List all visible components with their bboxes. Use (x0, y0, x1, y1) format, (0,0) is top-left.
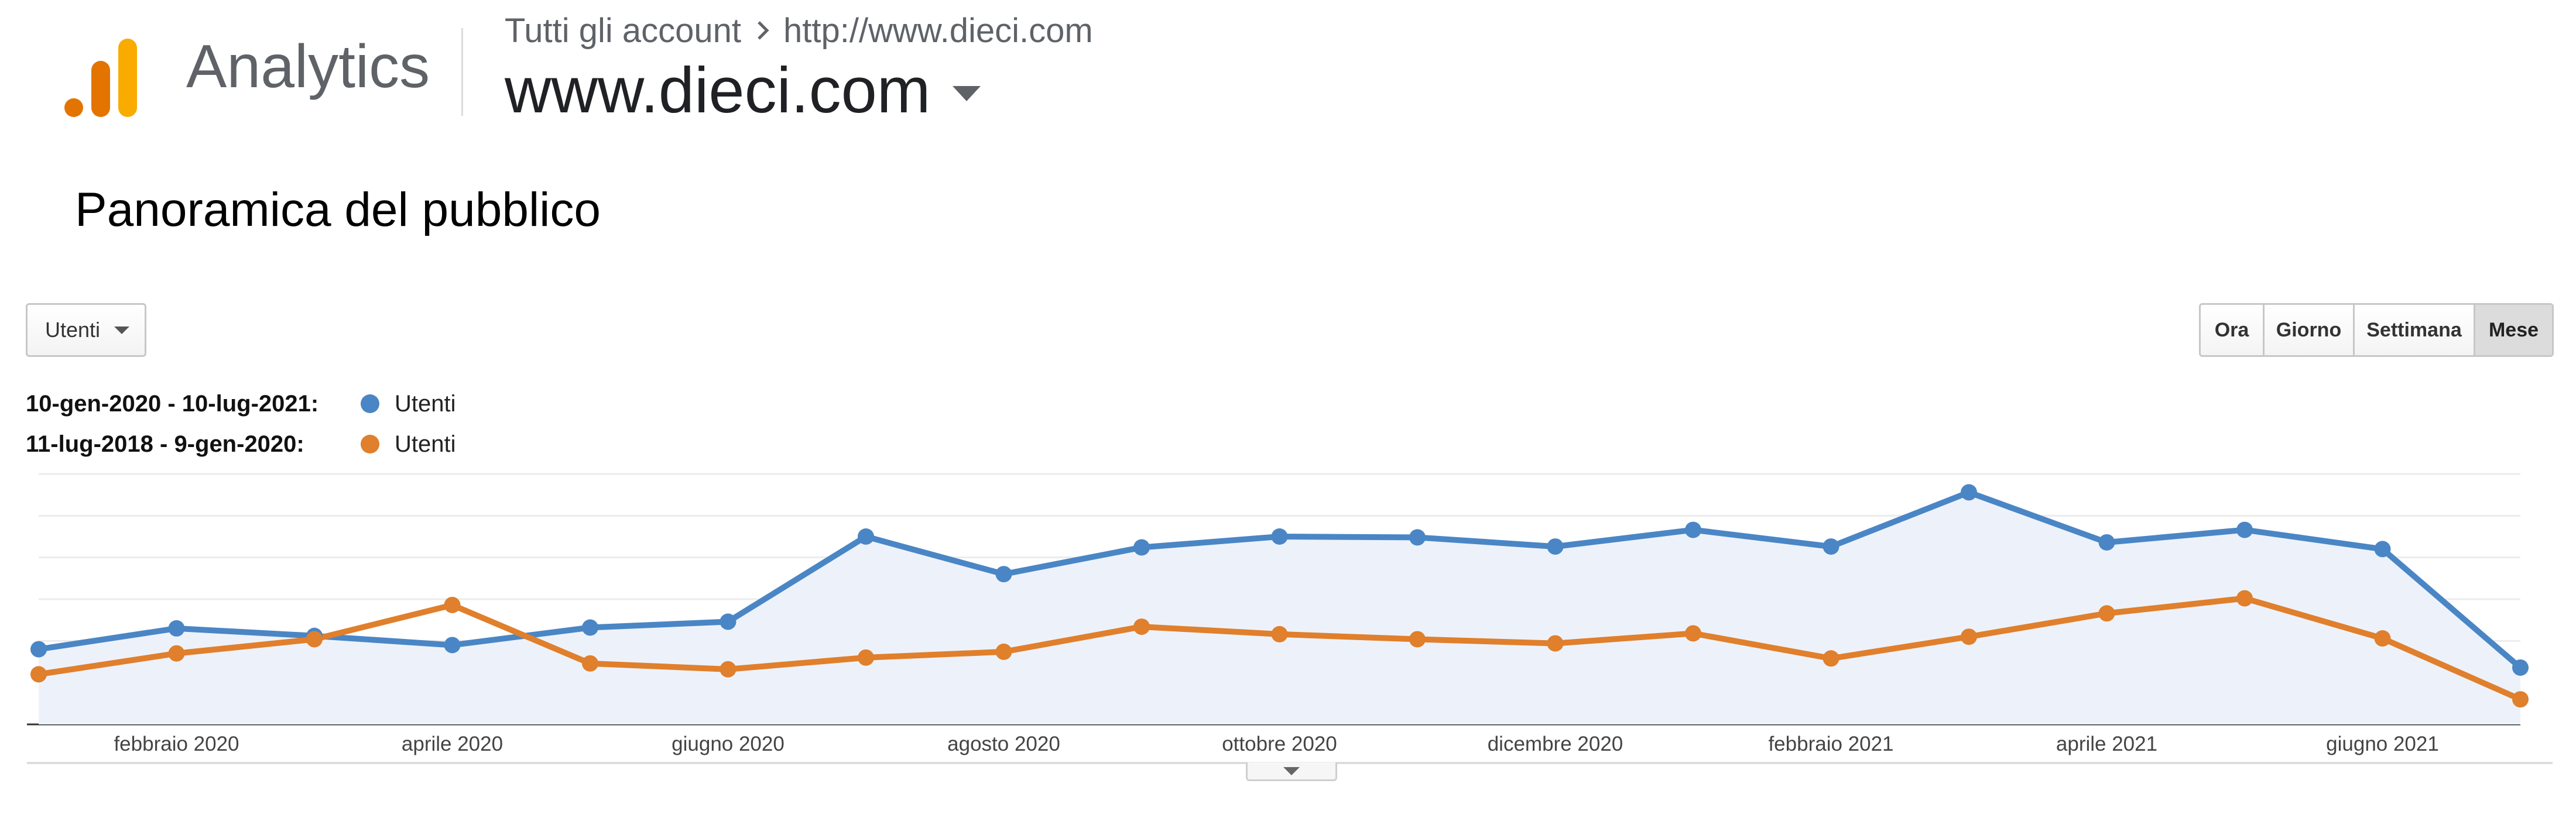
legend-metric-current: Utenti (395, 390, 456, 417)
data-point-previous (1547, 635, 1564, 652)
data-point-previous (1961, 628, 1977, 645)
data-point-previous (444, 596, 461, 613)
x-tick-label: febbraio 2021 (1768, 733, 1893, 755)
x-tick-label: agosto 2020 (947, 733, 1060, 755)
data-point-previous (1685, 625, 1701, 642)
data-point-current (1409, 529, 1426, 546)
data-point-current (2236, 521, 2253, 538)
legend-range-current: 10-gen-2020 - 10-lug-2021: (26, 390, 319, 417)
data-point-current (30, 641, 47, 658)
caret-down-icon (114, 326, 130, 334)
legend-row-previous: 11-lug-2018 - 9-gen-2020: Utenti (26, 429, 456, 459)
header-divider (461, 28, 463, 116)
users-line-chart: febbraio 2020 aprile 2020 giugno 2020 agost… (27, 473, 2553, 764)
legend-row-current: 10-gen-2020 - 10-lug-2021: Utenti (26, 389, 456, 418)
data-point-previous (2374, 630, 2391, 647)
breadcrumb: Tutti gli account http://www.dieci.com (505, 14, 1093, 48)
data-point-current (720, 613, 737, 630)
caret-down-icon (1283, 767, 1300, 775)
data-point-previous (582, 655, 598, 672)
property-selector[interactable]: www.dieci.com (505, 59, 981, 123)
legend-swatch-current (361, 394, 379, 413)
data-point-previous (720, 661, 737, 678)
data-point-previous (1823, 650, 1839, 667)
granularity-toggle: Ora Giorno Settimana Mese (2199, 303, 2554, 357)
caret-down-icon (953, 86, 981, 101)
data-point-previous (30, 666, 47, 683)
data-point-current (2374, 541, 2391, 558)
data-point-previous (995, 643, 1012, 660)
granularity-giorno-button[interactable]: Giorno (2263, 305, 2353, 355)
property-name: www.dieci.com (505, 54, 931, 126)
data-point-previous (168, 645, 185, 662)
data-point-previous (1409, 631, 1426, 648)
x-tick-label: aprile 2021 (2056, 733, 2157, 755)
data-point-current (1133, 539, 1150, 556)
breadcrumb-root[interactable]: Tutti gli account (505, 12, 742, 50)
legend-range-previous: 11-lug-2018 - 9-gen-2020: (26, 431, 304, 457)
data-point-current (858, 528, 874, 545)
data-point-current (1823, 538, 1839, 555)
data-point-current (1547, 538, 1564, 555)
granularity-ora-button[interactable]: Ora (2201, 305, 2263, 355)
data-point-current (995, 566, 1012, 583)
data-point-previous (2098, 605, 2115, 622)
chart-collapse-toggle[interactable] (1246, 762, 1337, 781)
data-point-current (1961, 484, 1977, 501)
data-point-previous (858, 649, 874, 666)
data-point-current (1271, 528, 1288, 545)
x-tick-label: dicembre 2020 (1488, 733, 1623, 755)
data-point-current (2512, 659, 2529, 676)
data-point-previous (2236, 590, 2253, 607)
data-point-current (1685, 521, 1701, 538)
data-point-current (444, 637, 461, 654)
data-point-previous (2512, 691, 2529, 708)
granularity-mese-button[interactable]: Mese (2474, 305, 2552, 355)
app-name[interactable]: Analytics (186, 33, 430, 101)
x-tick-label: giugno 2020 (672, 733, 785, 755)
data-point-previous (1133, 618, 1150, 635)
legend-swatch-previous (361, 435, 379, 453)
data-point-current (2098, 534, 2115, 551)
breadcrumb-account[interactable]: http://www.dieci.com (783, 12, 1093, 50)
legend-metric-previous: Utenti (395, 431, 456, 457)
page-title: Panoramica del pubblico (75, 183, 601, 236)
chevron-right-icon (756, 14, 770, 48)
granularity-settimana-button[interactable]: Settimana (2353, 305, 2474, 355)
data-point-previous (1271, 625, 1288, 642)
data-point-current (582, 619, 598, 636)
data-point-current (168, 620, 185, 637)
analytics-logo-icon[interactable] (64, 30, 141, 117)
metric-dropdown-label: Utenti (45, 318, 101, 342)
x-tick-label: giugno 2021 (2326, 733, 2439, 755)
x-tick-label: ottobre 2020 (1222, 733, 1337, 755)
x-tick-label: febbraio 2020 (114, 733, 239, 755)
metric-dropdown[interactable]: Utenti (26, 303, 146, 357)
x-tick-label: aprile 2020 (402, 733, 503, 755)
data-point-previous (306, 631, 323, 648)
